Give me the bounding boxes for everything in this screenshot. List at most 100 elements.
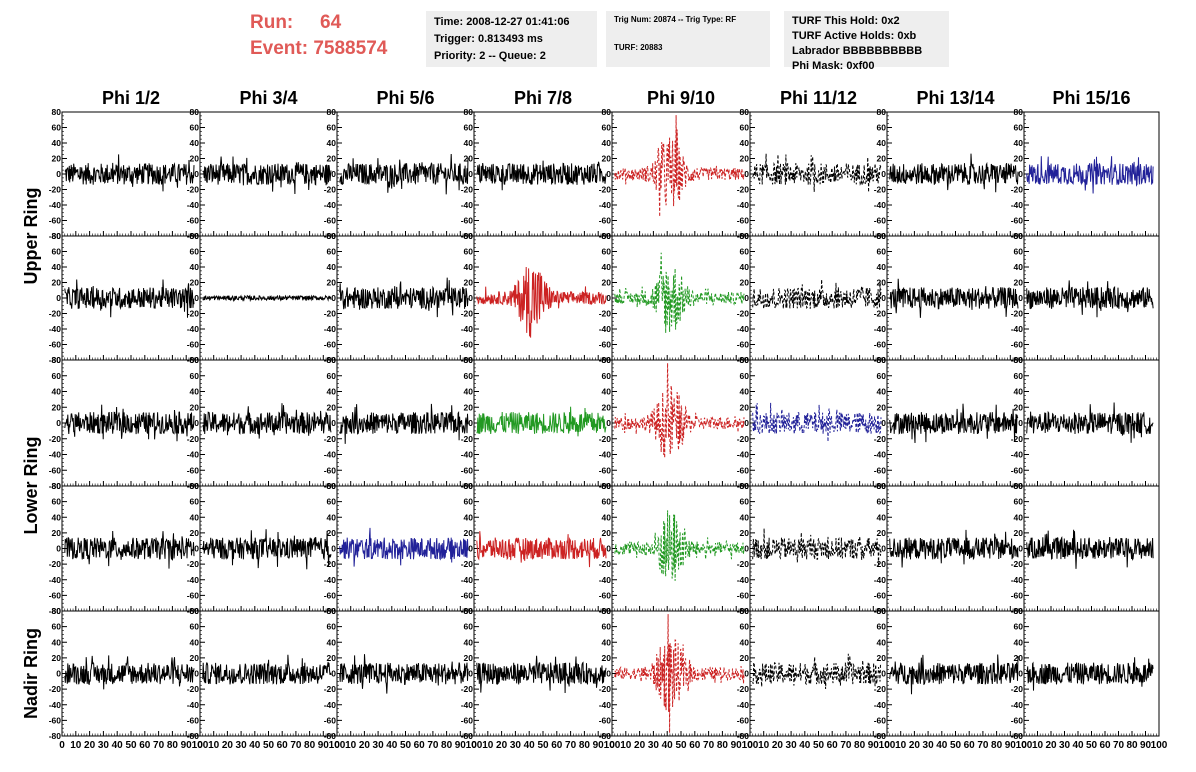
y-tick-label: 40 [1014,262,1024,272]
y-tick-label: 40 [602,262,612,272]
y-tick-label: -20 [461,434,474,444]
y-tick-label: -60 [874,340,887,350]
y-tick-label: 40 [327,637,337,647]
x-tick-label: 40 [249,740,261,751]
waveform-trace [1026,657,1154,691]
x-tick-label: 80 [854,740,866,751]
y-tick-label: -20 [49,559,62,569]
trigger-text: Trigger: 0.813493 ms [434,33,543,45]
x-tick-label: 60 [139,740,151,751]
y-tick-label: 20 [52,402,62,412]
y-tick-label: 20 [190,402,200,412]
y-tick-label: -20 [737,309,750,319]
x-tick-label: 0 [1021,740,1027,751]
y-tick-label: 0 [606,418,611,428]
y-tick-label: 40 [602,512,612,522]
y-tick-label: 0 [331,669,336,679]
panel-frame [749,610,888,737]
y-tick-label: 20 [190,528,200,538]
y-tick-label: 20 [464,402,474,412]
y-tick-label: 60 [602,123,612,133]
x-tick-label: 40 [112,740,124,751]
y-tick-label: -60 [461,465,474,475]
y-tick-label: 80 [1014,355,1024,365]
y-tick-label: 20 [877,528,887,538]
y-tick-label: -40 [324,700,337,710]
y-tick-label: -80 [874,731,887,741]
waveform-trace [889,403,1019,444]
y-tick-label: 20 [602,653,612,663]
x-tick-label: 70 [153,740,165,751]
y-tick-label: -80 [49,481,62,491]
y-tick-label: 40 [327,262,337,272]
y-tick-label: 40 [52,138,62,148]
x-tick-label: 70 [977,740,989,751]
waveform-trace [64,154,195,192]
x-tick-label: 90 [731,740,743,751]
y-tick-label: 80 [877,481,887,491]
y-tick-label: -40 [324,575,337,585]
x-tick-label: 0 [197,740,203,751]
y-tick-label: -60 [461,590,474,600]
y-tick-label: 60 [52,123,62,133]
y-tick-label: -60 [737,216,750,226]
y-tick-label: 80 [602,606,612,616]
y-tick-label: 0 [331,169,336,179]
y-tick-label: 80 [1014,481,1024,491]
waveform-trace [64,404,195,442]
y-tick-label: 60 [740,123,750,133]
y-tick-label: 0 [606,169,611,179]
y-tick-label: 20 [740,653,750,663]
y-tick-label: 0 [194,544,199,554]
x-tick-label: 30 [510,740,522,751]
y-tick-label: -40 [49,575,62,585]
y-tick-label: 60 [52,622,62,632]
y-tick-label: 0 [744,669,749,679]
waveform-trace [339,403,469,444]
y-tick-label: -60 [874,465,887,475]
phi-column-title: Phi 15/16 [1052,88,1130,108]
y-tick-label: 20 [1014,653,1024,663]
y-tick-label: 20 [1014,402,1024,412]
y-tick-label: 80 [740,481,750,491]
y-tick-label: 60 [740,497,750,507]
y-tick-label: 80 [52,231,62,241]
y-tick-label: 40 [740,637,750,647]
y-tick-label: -20 [461,309,474,319]
y-tick-label: 60 [190,497,200,507]
x-tick-label: 50 [125,740,137,751]
y-tick-label: 20 [464,278,474,288]
ring-label: Upper Ring [21,188,41,285]
y-tick-label: -20 [324,185,337,195]
waveform-trace [202,156,332,195]
y-tick-label: 0 [744,169,749,179]
y-tick-label: -40 [874,700,887,710]
y-tick-label: 80 [740,107,750,117]
y-tick-label: -60 [187,590,200,600]
y-tick-label: 40 [877,512,887,522]
y-tick-label: 60 [464,247,474,257]
ring-label: Nadir Ring [21,628,41,719]
y-tick-label: -60 [1011,590,1024,600]
y-tick-label: -20 [1011,309,1024,319]
y-tick-label: 40 [602,387,612,397]
waveform-trace [1026,529,1154,569]
y-tick-label: 60 [740,622,750,632]
x-tick-label: 90 [1005,740,1017,751]
y-tick-label: 40 [877,387,887,397]
x-tick-label: 90 [1140,740,1152,751]
y-tick-label: -20 [737,684,750,694]
x-tick-label: 40 [662,740,674,751]
priority-text: Priority: 2 -- Queue: 2 [434,50,546,62]
event-label: Event: [250,38,309,59]
